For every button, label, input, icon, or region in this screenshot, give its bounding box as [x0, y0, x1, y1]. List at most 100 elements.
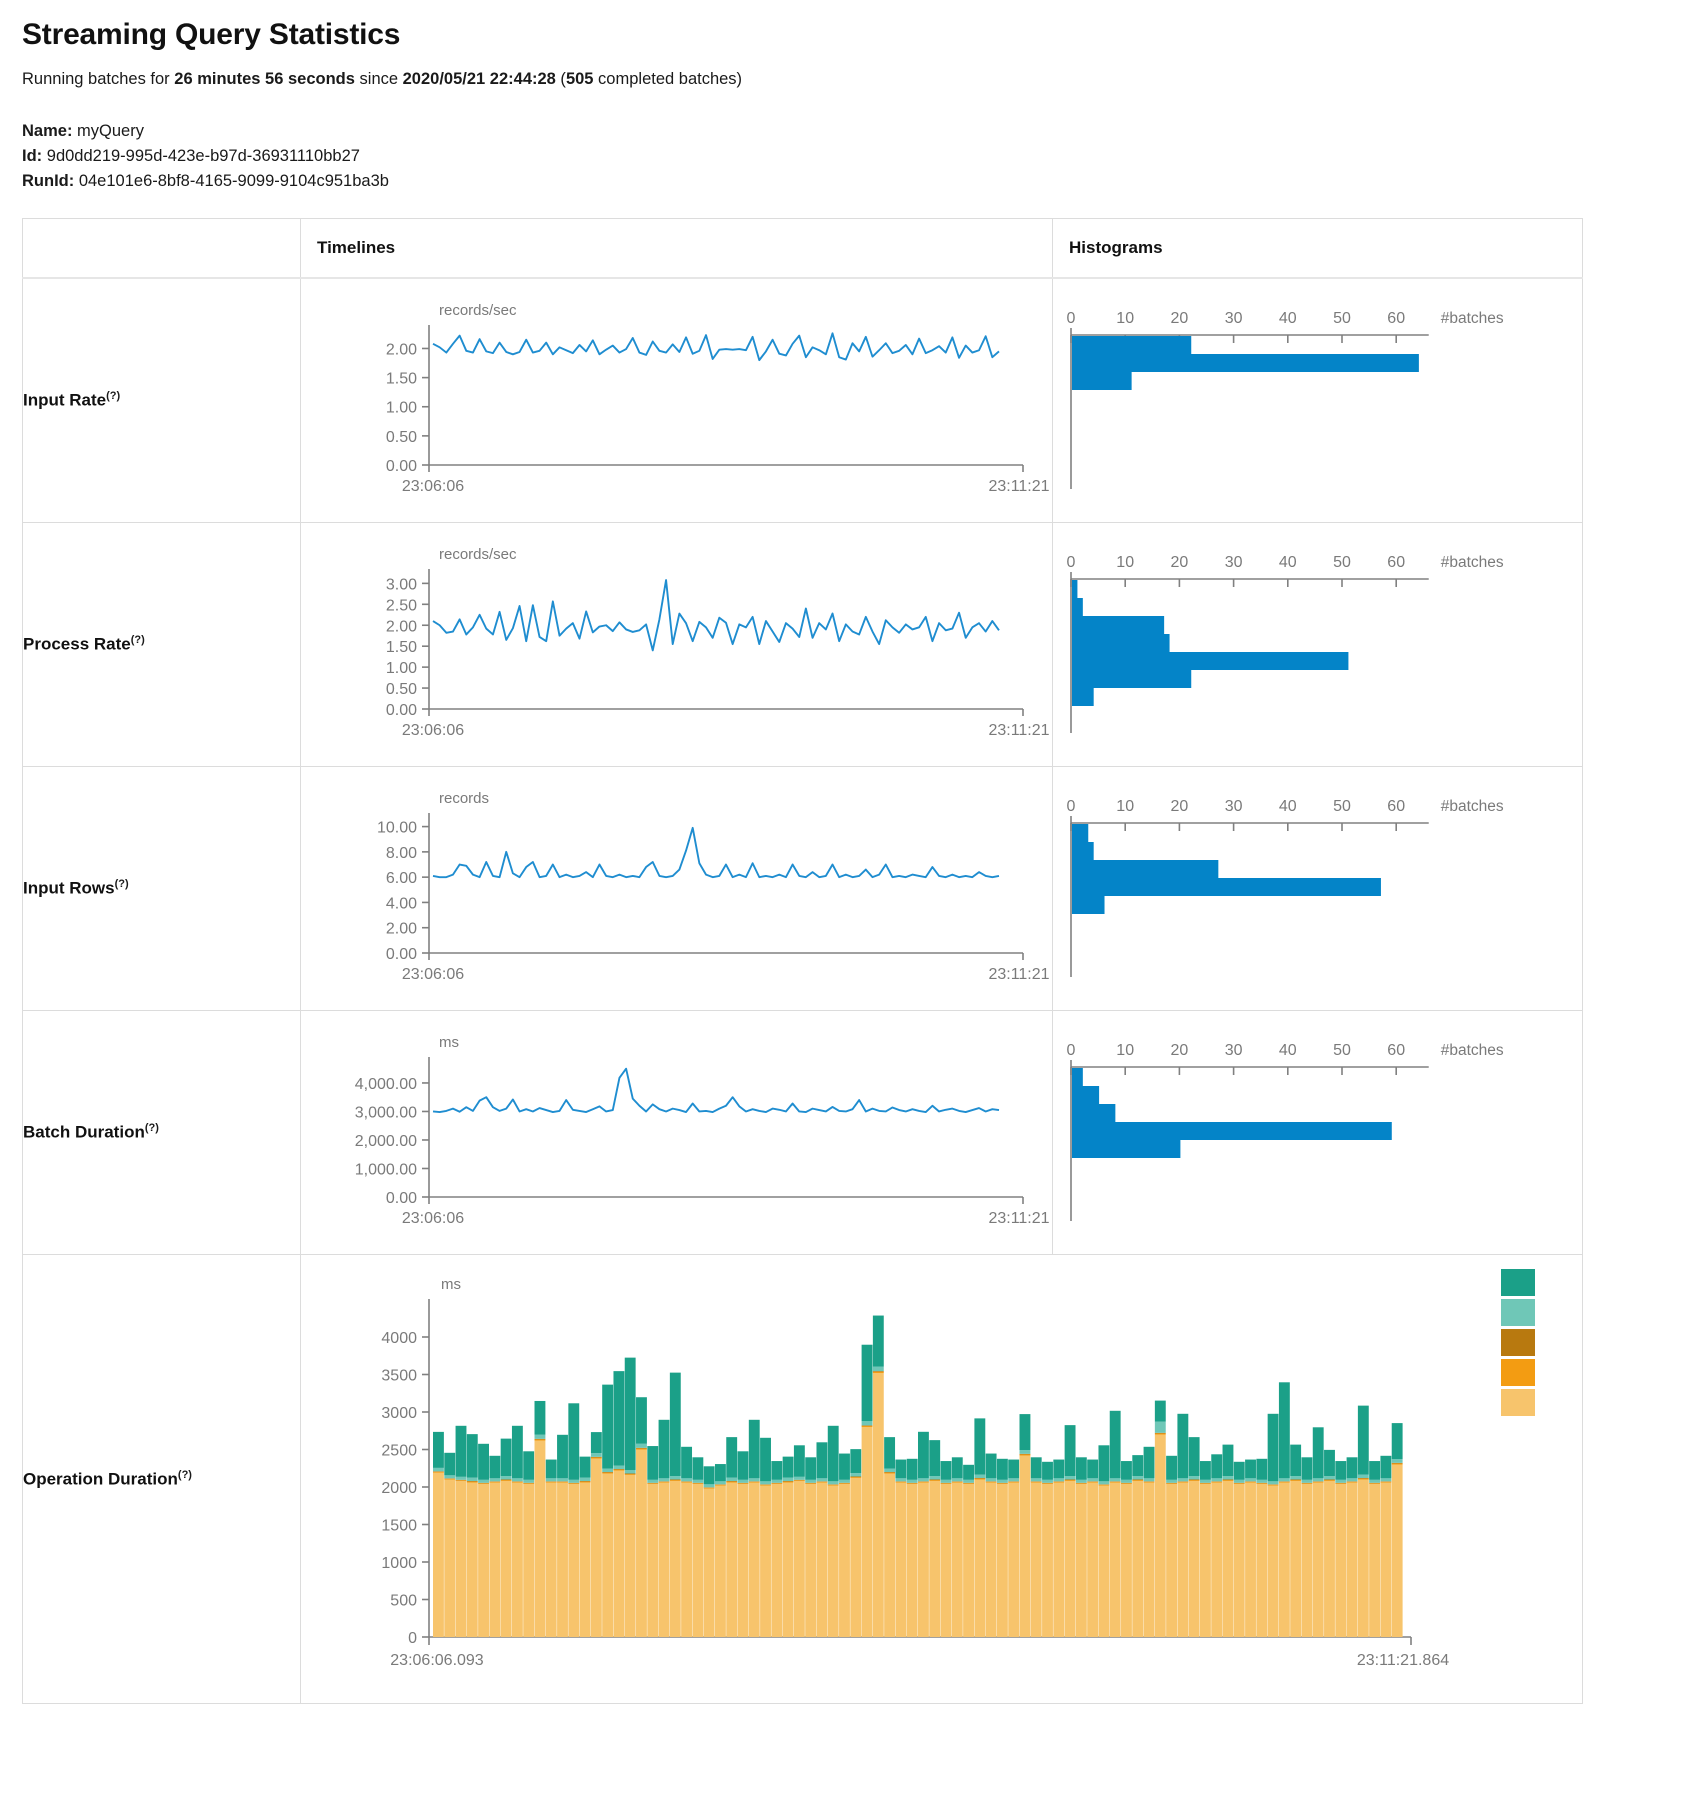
opdur-bar-segment: [850, 1473, 862, 1477]
opdur-bar-segment: [1290, 1481, 1302, 1638]
meta-name-row: Name: myQuery: [22, 119, 1671, 144]
help-icon[interactable]: (?): [144, 1122, 159, 1135]
legend-swatch-series-5[interactable]: [1501, 1389, 1535, 1417]
histogram-cell-input-rows: 0 10 20 30 40 50 60 #batches: [1052, 766, 1583, 1012]
opdur-bar-segment: [1064, 1480, 1076, 1482]
histogram-x-tick-label: 50: [1333, 310, 1351, 327]
legend-swatch-series-1[interactable]: [1501, 1269, 1535, 1297]
help-icon[interactable]: (?): [114, 878, 129, 891]
legend-swatch-series-4[interactable]: [1501, 1359, 1535, 1387]
opdur-bar-segment: [1391, 1423, 1403, 1460]
summary-prefix: Running batches for: [22, 70, 175, 88]
opdur-bar-segment: [590, 1453, 602, 1458]
opdur-bar-segment: [692, 1484, 704, 1638]
opdur-bar-segment: [1121, 1461, 1132, 1481]
opdur-bar-segment: [929, 1479, 941, 1481]
opdur-bar-segment: [1121, 1480, 1132, 1484]
opdur-bar-segment: [1199, 1480, 1211, 1484]
column-header-histograms: Histograms: [1052, 218, 1583, 280]
timeline-y-tick-label: 0.00: [386, 458, 417, 475]
summary-mid: since: [354, 70, 403, 88]
opdur-y-tick-label: 2500: [381, 1443, 417, 1460]
opdur-bar-segment: [726, 1481, 738, 1482]
row-label-text: Input Rate: [23, 391, 107, 411]
opdur-bar-segment: [1380, 1481, 1392, 1483]
opdur-bar-segment: [669, 1480, 681, 1482]
opdur-bar-segment: [861, 1426, 873, 1428]
row-label-batch-duration: Batch Duration(?): [22, 1010, 301, 1256]
legend-swatch-series-3[interactable]: [1501, 1329, 1535, 1357]
opdur-bar-segment: [1233, 1484, 1245, 1638]
opdur-bar-segment: [602, 1384, 614, 1469]
timeline-y-tick-label: 1.50: [386, 371, 417, 388]
opdur-bar-segment: [963, 1480, 974, 1484]
timeline-y-tick-label: 4.00: [386, 896, 417, 913]
opdur-bar-segment: [1245, 1482, 1256, 1638]
opdur-bar-segment: [1109, 1411, 1121, 1479]
timeline-y-tick-label: 0.00: [386, 1190, 417, 1207]
opdur-bar-segment: [906, 1484, 918, 1638]
opdur-bar-segment: [703, 1466, 715, 1485]
opdur-bar-segment: [884, 1472, 896, 1473]
statistics-table: Timelines Histograms Input Rate(?) recor…: [22, 218, 1583, 1705]
histogram-x-tick-label: 50: [1333, 554, 1351, 571]
opdur-bar-segment: [929, 1480, 941, 1482]
opdur-bar-segment: [1075, 1484, 1087, 1638]
table-row-process-rate: Process Rate(?) records/sec 3.00 2.50 2.00 1…: [22, 522, 1583, 768]
opdur-bar-segment: [511, 1426, 523, 1479]
opdur-bar-segment: [940, 1480, 952, 1484]
opdur-bar-segment: [1030, 1478, 1042, 1482]
query-metadata: Name: myQuery Id: 9d0dd219-995d-423e-b97…: [22, 119, 1671, 194]
timeline-y-tick-label: 1,000.00: [355, 1162, 417, 1179]
histogram-x-tick-label: 10: [1116, 1042, 1134, 1059]
table-header-row: Timelines Histograms: [22, 218, 1583, 280]
opdur-bar-segment: [1357, 1479, 1369, 1638]
help-icon[interactable]: (?): [130, 634, 145, 647]
opdur-bar-segment: [805, 1483, 817, 1485]
opdur-bar-segment: [1132, 1455, 1144, 1477]
opdur-bar-segment: [568, 1480, 580, 1484]
opdur-bar-segment: [726, 1437, 738, 1478]
opdur-bar-segment: [996, 1480, 1008, 1484]
opdur-bar-segment: [444, 1479, 456, 1638]
opdur-bar-segment: [714, 1464, 726, 1482]
histogram-x-tick-label: 50: [1333, 1042, 1351, 1059]
opdur-bar-segment: [624, 1474, 636, 1476]
opdur-bar-segment: [511, 1481, 523, 1483]
meta-runid-label: RunId:: [22, 172, 75, 191]
help-icon[interactable]: (?): [177, 1468, 192, 1481]
meta-id-row: Id: 9d0dd219-995d-423e-b97d-36931110bb27: [22, 144, 1671, 169]
table-header: Timelines Histograms: [22, 218, 1583, 280]
opdur-bar-segment: [1335, 1461, 1347, 1481]
opdur-bar-segment: [1301, 1457, 1313, 1481]
row-label-input-rows: Input Rows(?): [22, 766, 301, 1012]
opdur-bar-segment: [568, 1484, 580, 1638]
opdur-bar-segment: [861, 1421, 873, 1426]
opdur-bar-segment: [816, 1478, 828, 1482]
running-batches-summary: Running batches for 26 minutes 56 second…: [22, 70, 1671, 89]
help-icon[interactable]: (?): [106, 390, 121, 403]
timeline-series-line: [432, 332, 1000, 362]
histogram-bar: [1072, 1104, 1116, 1123]
opdur-bar-segment: [1278, 1478, 1290, 1482]
opdur-bar-segment: [1199, 1483, 1211, 1485]
histogram-axis-title: #batches: [1441, 310, 1504, 327]
opdur-bar-segment: [974, 1474, 986, 1479]
opdur-bar-segment: [1380, 1478, 1392, 1482]
opdur-bar-segment: [433, 1472, 444, 1473]
opdur-bar-segment: [1008, 1481, 1020, 1483]
opdur-bars: [433, 1315, 1403, 1638]
opdur-bar-segment: [624, 1357, 636, 1471]
opdur-bar-segment: [884, 1472, 896, 1474]
row-label-text: Input Rows: [23, 879, 115, 899]
opdur-bar-segment: [1211, 1482, 1223, 1638]
opdur-bar-segment: [1098, 1481, 1110, 1485]
legend-swatch-series-2[interactable]: [1501, 1299, 1535, 1327]
opdur-bar-segment: [714, 1485, 726, 1638]
opdur-bar-segment: [1222, 1479, 1234, 1481]
opdur-bar-segment: [793, 1481, 805, 1638]
opdur-bar-segment: [726, 1477, 738, 1482]
opdur-y-tick-label: 0: [408, 1630, 417, 1647]
opdur-bar-segment: [489, 1481, 501, 1483]
opdur-bar-segment: [658, 1481, 670, 1483]
